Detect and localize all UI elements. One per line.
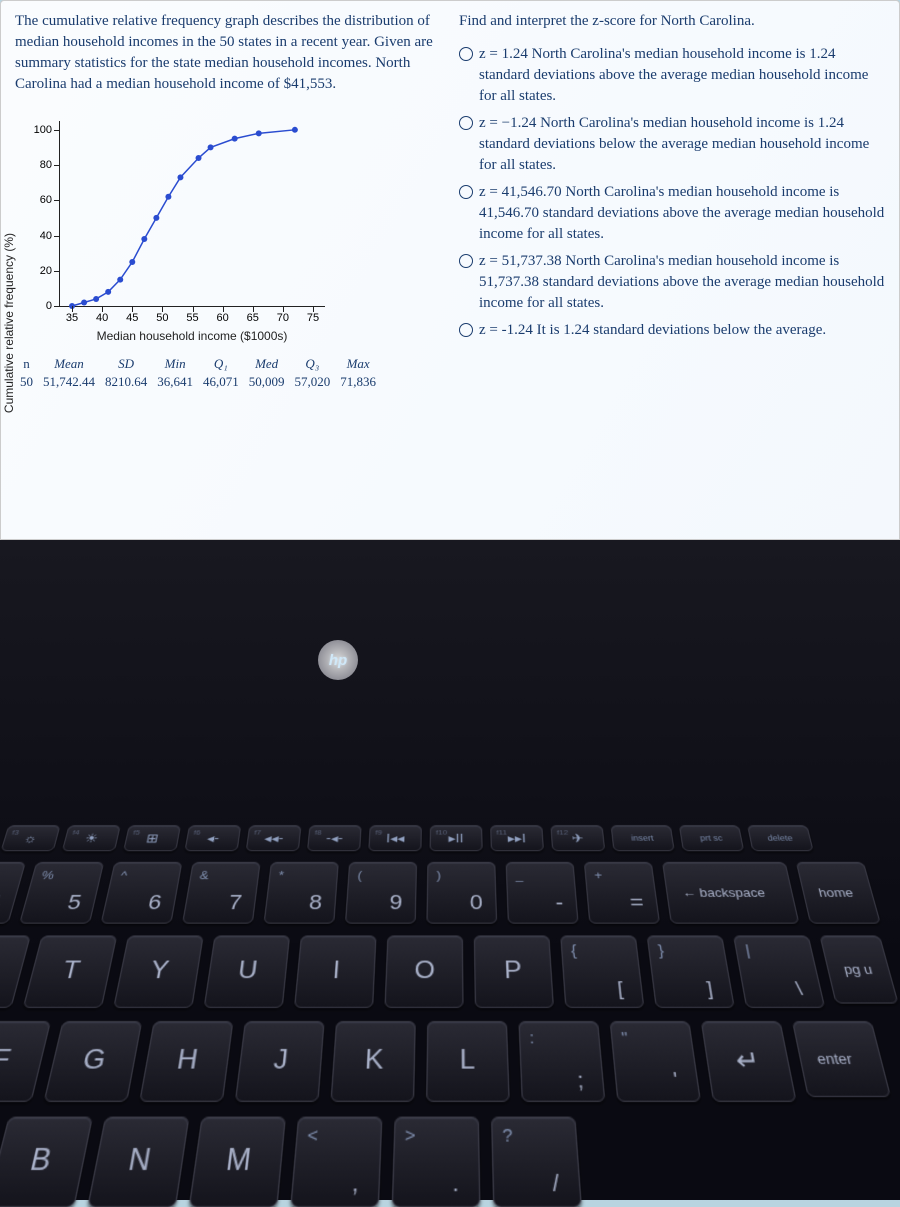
x-axis-label: Median household income ($1000s)	[59, 329, 325, 343]
key-5[interactable]: %5	[19, 862, 104, 924]
key-b[interactable]: B	[0, 1117, 93, 1207]
key-bracket-right[interactable]: }]	[647, 935, 735, 1007]
key-minus[interactable]: _-	[506, 862, 579, 924]
key-equals[interactable]: +=	[584, 862, 660, 924]
key-u[interactable]: U	[204, 935, 291, 1007]
key-f7[interactable]: f7◂◂-	[246, 825, 302, 851]
key-backspace[interactable]: ← backspace	[662, 862, 799, 924]
key-9[interactable]: (9	[345, 862, 417, 924]
letter-row-1: RTYUIOP{[}]|\pg u	[0, 935, 900, 1007]
right-column: Find and interpret the z-score for North…	[459, 11, 885, 529]
prompt-text: The cumulative relative frequency graph …	[15, 11, 441, 95]
key-f8[interactable]: f8-◂-	[307, 825, 362, 851]
key-l[interactable]: L	[426, 1021, 510, 1102]
key-t[interactable]: T	[23, 935, 118, 1007]
key-7[interactable]: &7	[182, 862, 261, 924]
key-f3[interactable]: f3☼	[0, 825, 60, 851]
key-f12[interactable]: f12✈	[550, 825, 605, 851]
key-prtsc[interactable]: prt sc	[679, 825, 744, 851]
question-text: Find and interpret the z-score for North…	[459, 11, 885, 32]
key-insert[interactable]: insert	[611, 825, 675, 851]
key-backslash[interactable]: |\	[733, 935, 825, 1007]
option-a[interactable]: z = 1.24 North Carolina's median househo…	[459, 44, 885, 107]
key-f4[interactable]: f4☀	[62, 825, 121, 851]
key-semicolon[interactable]: :;	[518, 1021, 605, 1102]
key-n[interactable]: N	[87, 1117, 189, 1207]
key-j[interactable]: J	[235, 1021, 325, 1102]
table-values-row: 5051,742.448210.6436,64146,07150,00957,0…	[15, 373, 381, 391]
fn-row: f3☼ f4☀ f5⊞ f6◂- f7◂◂- f8-◂- f9I◂◂ f10▸I…	[0, 825, 900, 851]
key-y[interactable]: Y	[113, 935, 204, 1007]
key-8[interactable]: *8	[263, 862, 338, 924]
plot-area: 020406080100354045505560657075	[59, 121, 325, 307]
key-f5[interactable]: f5⊞	[123, 825, 181, 851]
key-quote[interactable]: "'	[610, 1021, 702, 1102]
option-b[interactable]: z = −1.24 North Carolina's median househ…	[459, 113, 885, 176]
option-c[interactable]: z = 41,546.70 North Carolina's median ho…	[459, 182, 885, 245]
letter-row-2: FGHJKL:;"'↵enter	[0, 1021, 900, 1102]
hp-logo-icon: hp	[318, 640, 358, 680]
table-header-row: nMeanSDMinQ₁MedQ₃Max	[15, 355, 381, 373]
key-k[interactable]: K	[330, 1021, 415, 1102]
key-period[interactable]: >.	[392, 1117, 481, 1207]
radio-icon	[459, 116, 473, 130]
key-bracket-left[interactable]: {[	[560, 935, 644, 1007]
key-comma[interactable]: <,	[290, 1117, 382, 1207]
key-enter-arrow[interactable]: ↵	[701, 1021, 797, 1102]
summary-stats-table: nMeanSDMinQ₁MedQ₃Max 5051,742.448210.643…	[15, 355, 381, 391]
key-f11[interactable]: f11▸▸I	[490, 825, 544, 851]
key-i[interactable]: I	[294, 935, 377, 1007]
key-enter[interactable]: enter	[792, 1021, 891, 1097]
radio-icon	[459, 185, 473, 199]
key-f9[interactable]: f9I◂◂	[368, 825, 422, 851]
chart-curve	[60, 121, 325, 306]
key-f[interactable]: F	[0, 1021, 51, 1102]
y-axis-label: Cumulative relative frequency (%)	[2, 233, 16, 413]
option-d[interactable]: z = 51,737.38 North Carolina's median ho…	[459, 251, 885, 314]
number-row: $4 %5 ^6 &7 *8 (9 )0 _- += ← backspace h…	[0, 862, 900, 924]
key-o[interactable]: O	[384, 935, 463, 1007]
radio-icon	[459, 254, 473, 268]
radio-icon	[459, 47, 473, 61]
key-h[interactable]: H	[139, 1021, 233, 1102]
radio-icon	[459, 323, 473, 337]
left-column: The cumulative relative frequency graph …	[15, 11, 441, 529]
key-m[interactable]: M	[189, 1117, 286, 1207]
key-0[interactable]: )0	[426, 862, 497, 924]
key-pgup[interactable]: pg u	[819, 935, 898, 1003]
key-home[interactable]: home	[796, 862, 881, 924]
key-g[interactable]: G	[43, 1021, 142, 1102]
ogive-chart: Cumulative relative frequency (%) 020406…	[15, 111, 335, 341]
key-f10[interactable]: f10▸II	[430, 825, 483, 851]
letter-row-3: VBNM<,>.?/	[0, 1117, 900, 1207]
option-e[interactable]: z = -1.24 It is 1.24 standard deviations…	[459, 320, 885, 341]
laptop-screen: The cumulative relative frequency graph …	[0, 0, 900, 540]
laptop-keyboard: f3☼ f4☀ f5⊞ f6◂- f7◂◂- f8-◂- f9I◂◂ f10▸I…	[0, 820, 900, 1200]
key-6[interactable]: ^6	[101, 862, 183, 924]
key-delete[interactable]: delete	[747, 825, 814, 851]
key-p[interactable]: P	[474, 935, 554, 1007]
key-f6[interactable]: f6◂-	[184, 825, 241, 851]
key-slash[interactable]: ?/	[491, 1117, 582, 1207]
answer-options: z = 1.24 North Carolina's median househo…	[459, 44, 885, 341]
